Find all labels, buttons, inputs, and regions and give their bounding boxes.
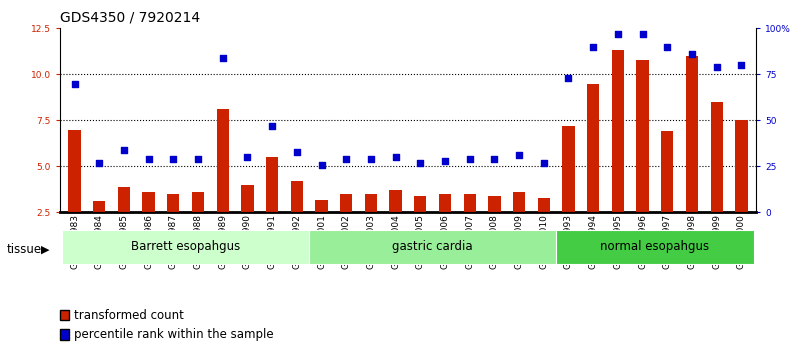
Bar	[537, 198, 550, 212]
Point	[241, 154, 254, 160]
Point	[315, 162, 328, 167]
Point	[636, 31, 649, 37]
Text: transformed count: transformed count	[74, 309, 184, 321]
Point	[710, 64, 723, 70]
Bar	[711, 102, 723, 212]
Point	[611, 31, 624, 37]
Bar	[637, 59, 649, 212]
Point	[463, 156, 476, 162]
Point	[266, 123, 279, 129]
Bar	[309, 230, 556, 264]
Text: normal esopahgus: normal esopahgus	[600, 240, 709, 253]
Point	[68, 81, 81, 86]
Point	[389, 154, 402, 160]
Point	[562, 75, 575, 81]
Point	[661, 44, 673, 50]
Point	[537, 160, 550, 166]
Bar	[488, 196, 501, 212]
Point	[488, 156, 501, 162]
Bar	[315, 200, 328, 212]
Bar	[661, 131, 673, 212]
Bar	[340, 194, 353, 212]
Bar	[266, 157, 279, 212]
Point	[587, 44, 599, 50]
Point	[365, 156, 377, 162]
Point	[414, 160, 427, 166]
Bar	[686, 56, 698, 212]
Point	[291, 149, 303, 154]
Point	[93, 160, 106, 166]
Text: percentile rank within the sample: percentile rank within the sample	[74, 328, 274, 341]
Bar	[93, 201, 105, 212]
Text: ▶: ▶	[41, 245, 50, 255]
Point	[340, 156, 353, 162]
Bar	[556, 230, 754, 264]
Bar	[562, 126, 575, 212]
Point	[735, 62, 747, 68]
Bar	[463, 194, 476, 212]
Text: gastric cardia: gastric cardia	[392, 240, 473, 253]
Bar	[365, 194, 377, 212]
Bar	[142, 192, 154, 212]
Point	[439, 158, 451, 164]
Point	[513, 153, 525, 158]
Bar	[587, 84, 599, 212]
Bar	[241, 185, 254, 212]
Text: GDS4350 / 7920214: GDS4350 / 7920214	[60, 11, 200, 25]
Point	[192, 156, 205, 162]
Bar	[414, 196, 427, 212]
Bar	[736, 120, 747, 212]
Point	[167, 156, 180, 162]
Bar	[167, 194, 179, 212]
Bar	[439, 194, 451, 212]
Text: Barrett esopahgus: Barrett esopahgus	[131, 240, 240, 253]
Bar	[62, 230, 309, 264]
Bar	[291, 181, 303, 212]
Bar	[68, 130, 80, 212]
Text: tissue: tissue	[6, 243, 41, 256]
Bar	[217, 109, 229, 212]
Bar	[611, 50, 624, 212]
Bar	[192, 192, 205, 212]
Bar	[389, 190, 402, 212]
Point	[142, 156, 155, 162]
Bar	[118, 187, 130, 212]
Point	[118, 147, 131, 153]
Point	[685, 51, 698, 57]
Bar	[513, 192, 525, 212]
Point	[217, 55, 229, 61]
